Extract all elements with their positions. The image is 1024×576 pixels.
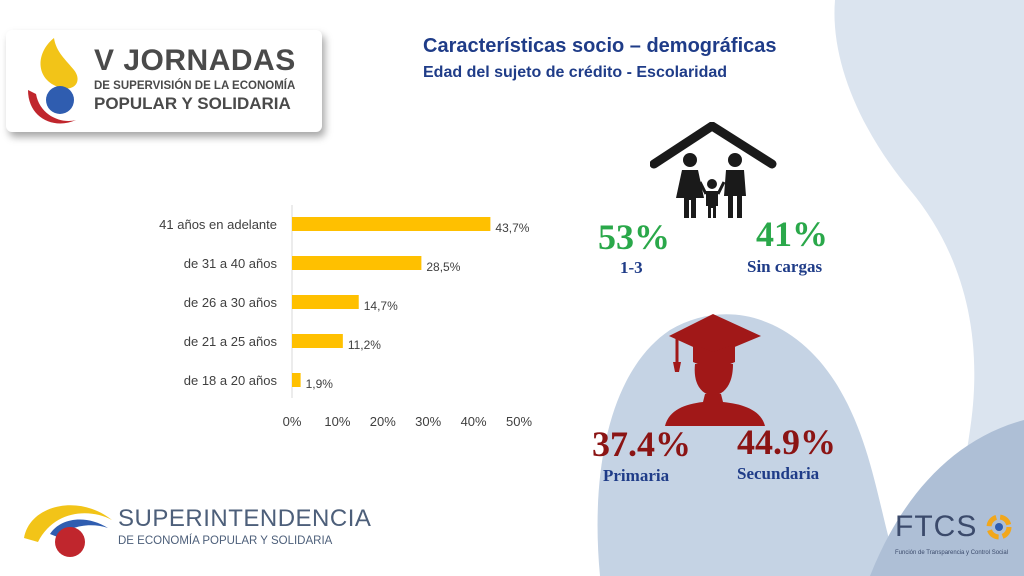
- event-title: V JORNADAS: [94, 44, 296, 77]
- category-label: de 21 a 25 años: [184, 334, 278, 349]
- org-name: SUPERINTENDENCIA: [118, 505, 372, 532]
- superintendencia-logo: SUPERINTENDENCIA DE ECONOMÍA POPULAR Y S…: [118, 505, 371, 547]
- category-label: 41 años en adelante: [159, 217, 277, 232]
- x-tick-label: 40%: [461, 414, 487, 429]
- x-tick-label: 50%: [506, 414, 532, 429]
- age-bar-chart: 41 años en adelante 43,7% de 31 a 40 años 2…: [159, 205, 532, 429]
- page-subtitle: Edad del sujeto de crédito - Escolaridad: [423, 64, 728, 81]
- data-label: 14,7%: [364, 299, 398, 313]
- stat-children-label: 1-3: [620, 258, 643, 277]
- data-label: 11,2%: [348, 338, 381, 352]
- bar: [292, 256, 422, 270]
- ftcs-subtitle: Función de Transparencia y Control Socia…: [895, 550, 1009, 556]
- event-logo-emblem: [28, 38, 78, 124]
- event-subtitle-line1: DE SUPERVISIÓN DE LA ECONOMÍA: [94, 80, 296, 92]
- org-subname: DE ECONOMÍA POPULAR Y SOLIDARIA: [118, 535, 333, 547]
- event-logo: V JORNADAS DE SUPERVISIÓN DE LA ECONOMÍA…: [6, 30, 322, 132]
- ftcs-logo: FTCS Función de Transparencia y Control …: [895, 510, 1008, 556]
- data-label: 43,7%: [495, 221, 529, 235]
- x-tick-label: 0%: [283, 414, 302, 429]
- family-house-icon: [650, 122, 777, 218]
- data-label: 1,9%: [306, 377, 334, 391]
- stat-secondary-value: 44.9%: [737, 422, 836, 462]
- bar: [292, 295, 359, 309]
- category-label: de 26 a 30 años: [184, 295, 278, 310]
- stat-secondary-label: Secundaria: [737, 464, 820, 483]
- stat-no-dependents-label: Sin cargas: [747, 257, 823, 276]
- bar: [292, 217, 491, 231]
- category-label: de 18 a 20 años: [184, 373, 278, 388]
- superintendencia-logo-emblem: [24, 505, 112, 557]
- x-tick-label: 30%: [415, 414, 441, 429]
- ftcs-name: FTCS: [895, 510, 978, 543]
- stat-children-value: 53%: [598, 217, 670, 257]
- x-tick-label: 20%: [370, 414, 396, 429]
- data-label: 28,5%: [426, 260, 460, 274]
- stat-primary-label: Primaria: [603, 466, 670, 485]
- event-subtitle-line2: POPULAR Y SOLIDARIA: [94, 94, 291, 113]
- stat-primary-value: 37.4%: [592, 424, 691, 464]
- category-label: de 31 a 40 años: [184, 256, 278, 271]
- graduate-icon: [665, 314, 765, 426]
- page-title: Características socio – demográficas: [423, 35, 777, 57]
- x-tick-label: 10%: [324, 414, 350, 429]
- stat-no-dependents-value: 41%: [756, 214, 828, 254]
- bar: [292, 373, 301, 387]
- bar: [292, 334, 343, 348]
- ftcs-ring-icon: [986, 514, 1012, 540]
